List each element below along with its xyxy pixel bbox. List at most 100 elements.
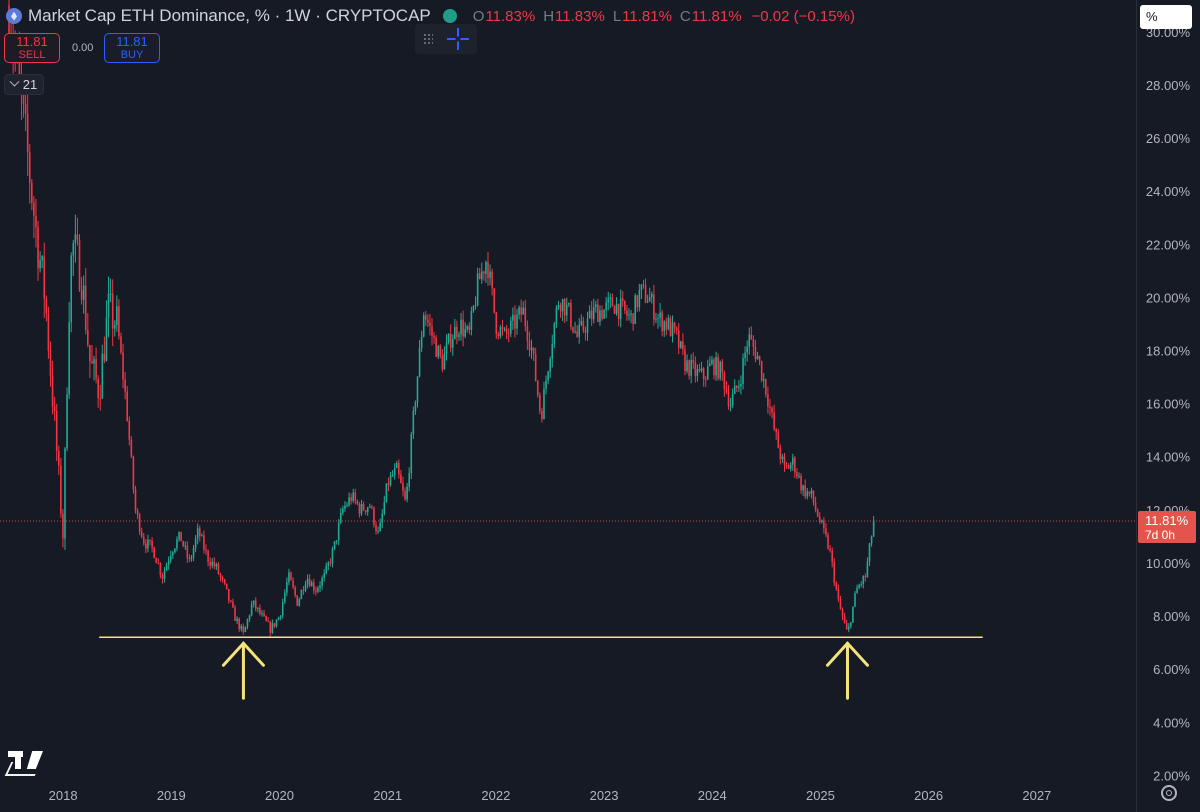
candle-body xyxy=(37,227,39,269)
symbol-header: Market Cap ETH Dominance, % · 1W · CRYPT… xyxy=(6,5,855,27)
candle-body xyxy=(829,548,831,551)
price-axis-panel[interactable] xyxy=(1136,0,1200,812)
x-tick-label: 2027 xyxy=(1022,788,1051,803)
candle-body xyxy=(335,540,338,542)
y-tick-label: 16.00% xyxy=(1146,397,1191,412)
candle-body xyxy=(360,503,363,514)
candle-body xyxy=(153,547,155,559)
candle-body xyxy=(80,290,83,300)
candle-body xyxy=(163,570,166,579)
candle-body xyxy=(398,462,400,475)
candle-body xyxy=(767,394,769,407)
candle-body xyxy=(617,303,620,320)
candle-body xyxy=(95,359,97,379)
candle-body xyxy=(850,622,852,627)
candle-body xyxy=(688,360,690,376)
candle-body xyxy=(254,600,257,609)
spread-value: 0.00 xyxy=(72,42,94,54)
candle-body xyxy=(389,475,392,486)
candle-body xyxy=(414,402,417,412)
candle-body xyxy=(215,563,218,567)
candle-body xyxy=(833,562,836,583)
candle-body xyxy=(306,578,309,585)
candle-body xyxy=(779,448,782,460)
candle-body xyxy=(118,306,120,337)
tradingview-logo[interactable] xyxy=(4,748,44,780)
candle-body xyxy=(28,152,31,183)
buy-button[interactable]: 11.81 BUY xyxy=(104,33,160,63)
candle-body xyxy=(116,306,118,325)
candle-body xyxy=(609,297,612,299)
candle-body xyxy=(715,357,717,376)
arrow-head xyxy=(221,641,265,667)
candle-body xyxy=(174,548,176,553)
candle-body xyxy=(677,330,680,348)
candle-body xyxy=(864,576,867,578)
candle-body xyxy=(91,361,93,364)
candle-body xyxy=(738,386,740,388)
candle-body xyxy=(458,334,460,337)
ethereum-icon[interactable] xyxy=(6,8,22,24)
candle-body xyxy=(827,535,829,549)
market-status-icon[interactable] xyxy=(442,9,457,23)
axis-unit-button[interactable]: % xyxy=(1140,5,1192,29)
candle-body xyxy=(794,457,796,473)
y-tick-label: 26.00% xyxy=(1146,131,1191,146)
candle-body xyxy=(800,475,802,491)
candle-body xyxy=(250,604,253,616)
x-tick-label: 2026 xyxy=(914,788,943,803)
candle-body xyxy=(113,324,116,329)
candle-body xyxy=(18,51,21,76)
candle-body xyxy=(503,328,506,330)
candle-body xyxy=(393,468,396,476)
candle-body xyxy=(621,298,624,301)
candle-body xyxy=(62,513,64,539)
candle-body xyxy=(24,103,27,115)
candle-body xyxy=(667,318,670,330)
sell-button[interactable]: 11.81 SELL xyxy=(4,33,60,63)
candle-body xyxy=(754,346,757,360)
candle-body xyxy=(196,528,199,539)
crosshair-icon[interactable] xyxy=(447,28,469,50)
candle-body xyxy=(346,505,348,507)
candle-body xyxy=(441,355,444,370)
candle-body xyxy=(78,239,81,291)
drag-handle-icon[interactable] xyxy=(423,33,433,45)
candle-body xyxy=(599,310,601,322)
indicators-collapse-button[interactable]: 21 xyxy=(4,74,44,95)
candle-body xyxy=(675,327,678,331)
candle-body xyxy=(300,589,303,600)
candle-body xyxy=(787,465,790,469)
x-tick-label: 2020 xyxy=(265,788,294,803)
candle-body xyxy=(111,293,114,329)
candle-body xyxy=(283,592,286,603)
candle-body xyxy=(74,234,77,243)
candle-body xyxy=(653,294,655,320)
candle-body xyxy=(555,307,558,324)
candle-body xyxy=(505,328,508,334)
candle-body xyxy=(543,388,545,420)
gear-icon[interactable] xyxy=(1161,785,1177,801)
candle-body xyxy=(586,318,589,333)
x-tick-label: 2023 xyxy=(590,788,619,803)
candle-body xyxy=(758,356,761,362)
candle-body xyxy=(742,358,744,385)
candle-body xyxy=(595,304,597,308)
candle-body xyxy=(209,562,211,566)
candle-body xyxy=(816,509,819,517)
candle-body xyxy=(526,325,529,341)
indicators-count: 21 xyxy=(22,77,38,92)
symbol-title[interactable]: Market Cap ETH Dominance, % · 1W · CRYPT… xyxy=(28,6,431,25)
floating-toolbar[interactable] xyxy=(415,24,477,54)
candle-body xyxy=(516,314,518,329)
x-tick-label: 2021 xyxy=(373,788,402,803)
candle-body xyxy=(781,456,784,460)
ohlc-close: C11.81% xyxy=(679,7,742,25)
candle-body xyxy=(478,273,481,280)
candle-body xyxy=(597,304,599,322)
candle-body xyxy=(107,293,110,318)
candle-body xyxy=(470,311,473,330)
candle-body xyxy=(472,306,475,312)
